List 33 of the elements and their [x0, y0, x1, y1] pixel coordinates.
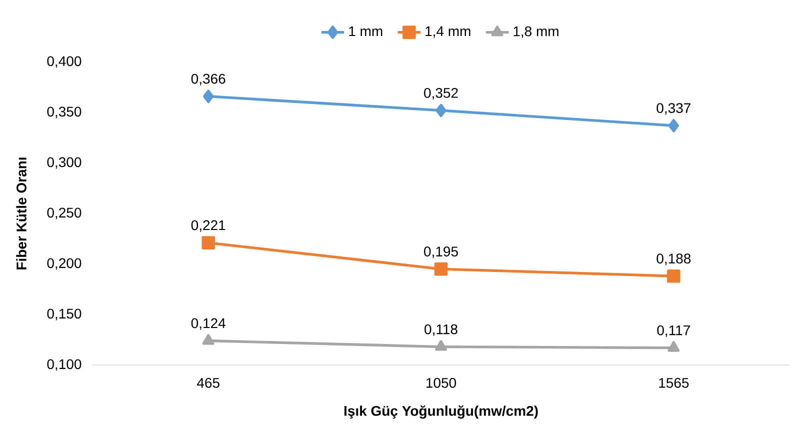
point	[202, 334, 214, 345]
point	[667, 269, 680, 283]
data-label: 0,221	[191, 220, 226, 232]
legend-label: 1 mm	[349, 26, 382, 36]
data-label: 0,337	[656, 103, 690, 115]
legend-label: 1,8 mm	[514, 26, 558, 38]
y-tick-label: 0,250	[47, 208, 82, 220]
x-tick-label: 1565	[659, 378, 689, 388]
point	[668, 118, 680, 132]
point	[202, 236, 216, 250]
point	[668, 341, 680, 352]
data-label: 0,366	[191, 74, 226, 86]
y-tick-label: 0,400	[47, 56, 82, 68]
legend-label: 1,4 mm	[426, 26, 470, 38]
y-tick-label: 0,350	[47, 106, 82, 118]
point	[435, 340, 447, 351]
data-label: 0,124	[191, 318, 226, 330]
data-label: 0,352	[424, 88, 458, 100]
point	[203, 90, 214, 103]
y-tick-label: 0,300	[47, 157, 82, 169]
point	[434, 262, 448, 276]
y-tick-label: 0,200	[47, 258, 82, 270]
data-label: 0,117	[657, 325, 690, 337]
y-axis-title: Fiber Kütle Oranı	[16, 158, 26, 270]
x-tick-label: 1050	[426, 378, 456, 388]
data-label: 0,195	[424, 246, 458, 258]
data-label: 0,118	[424, 324, 458, 336]
data-label: 0,188	[656, 254, 691, 266]
x-axis-title: Işık Güç Yoğunluğu(mw/cm2)	[344, 405, 538, 419]
y-tick-label: 0,100	[47, 359, 82, 371]
y-tick-label: 0,150	[47, 308, 82, 320]
x-tick-label: 465	[196, 378, 220, 388]
point	[436, 104, 446, 118]
